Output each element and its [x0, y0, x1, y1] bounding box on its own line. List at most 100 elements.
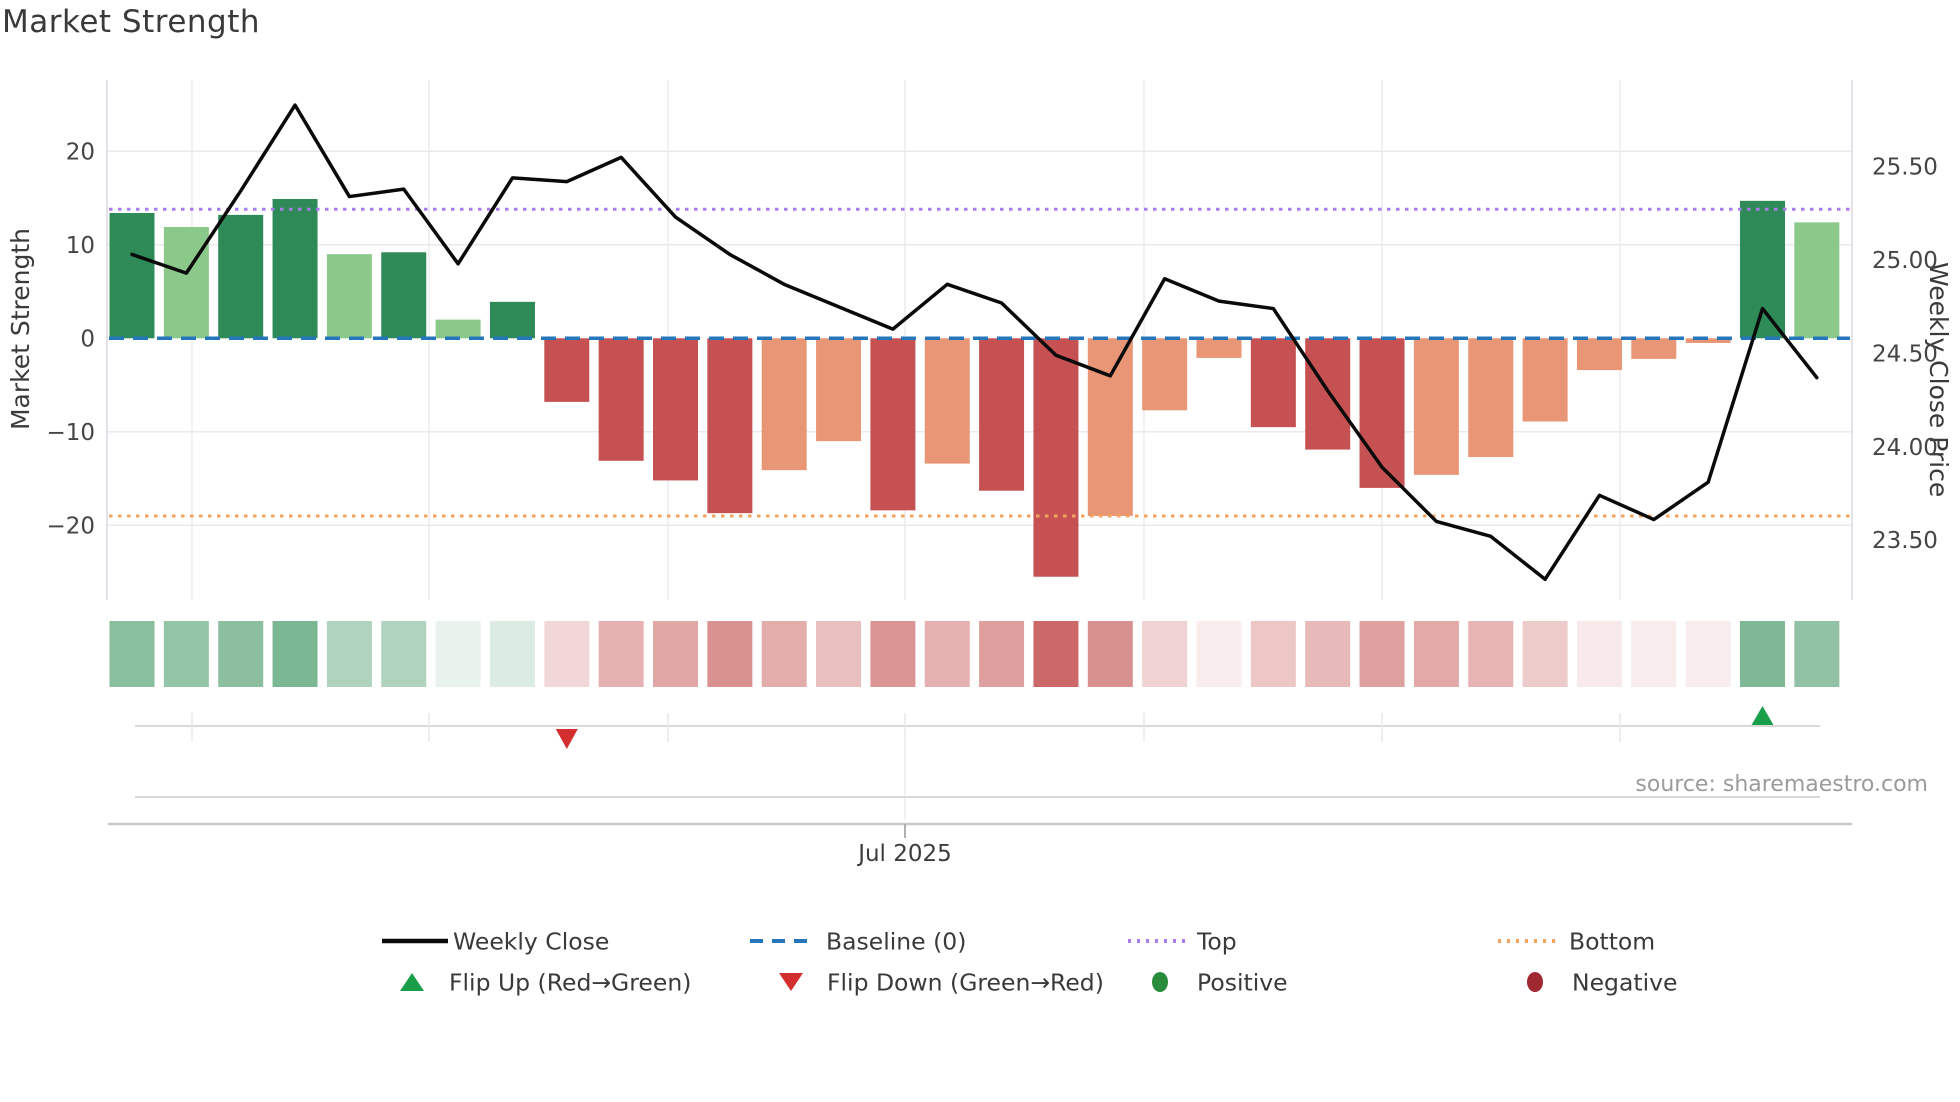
left-tick-label: −10	[46, 420, 95, 446]
heatmap-cell-week-12	[707, 621, 753, 687]
strength-bar-week-22	[1250, 338, 1296, 428]
strength-bar-week-29	[1631, 338, 1677, 359]
legend-item-top[interactable]: Top	[1128, 928, 1237, 956]
heatmap-cell-week-17	[979, 621, 1025, 687]
strength-bar-week-13	[761, 338, 807, 471]
heatmap-cell-week-10	[598, 621, 644, 687]
left-tick-label: 0	[80, 326, 95, 352]
heatmap-cell-week-2	[163, 621, 209, 687]
legend-label: Flip Down (Green→Red)	[827, 969, 1104, 997]
strength-bar-week-4	[272, 198, 318, 339]
heatmap-cell-week-5	[326, 621, 372, 687]
heatmap-cell-week-3	[218, 621, 264, 687]
right-tick-label: 24.50	[1872, 341, 1938, 367]
strength-bar-week-5	[326, 254, 372, 339]
flip-down-marker	[555, 729, 578, 749]
strength-bar-week-23	[1305, 338, 1351, 450]
heatmap-cell-week-18	[1033, 621, 1079, 687]
heatmap-cell-week-24	[1359, 621, 1405, 687]
legend-label: Top	[1196, 928, 1237, 956]
right-tick-label: 24.00	[1872, 435, 1938, 461]
legend-label: Weekly Close	[453, 928, 609, 956]
strength-bar-week-14	[816, 338, 862, 442]
heatmap-cell-week-25	[1413, 621, 1459, 687]
strength-bar-week-17	[979, 338, 1025, 491]
legend-label: Negative	[1572, 969, 1677, 997]
legend-label: Flip Up (Red→Green)	[449, 969, 691, 997]
legend-label: Positive	[1197, 969, 1288, 997]
legend-item-negative[interactable]: Negative	[1527, 969, 1677, 997]
heatmap-cell-week-13	[761, 621, 807, 687]
strength-bar-week-9	[544, 338, 590, 402]
legend-label: Bottom	[1569, 928, 1655, 956]
right-tick-label: 25.00	[1872, 248, 1938, 274]
strength-bar-week-31	[1740, 200, 1785, 339]
legend-item-flip-down[interactable]: Flip Down (Green→Red)	[779, 969, 1104, 997]
right-axis-label: Weekly Close Price	[1924, 262, 1953, 498]
strength-bar-week-15	[870, 338, 916, 511]
legend-label: Baseline (0)	[826, 928, 966, 956]
strength-bar-week-1	[109, 213, 155, 339]
heatmap-cell-week-31	[1740, 621, 1785, 687]
left-tick-label: −20	[46, 513, 95, 539]
strength-bar-week-2	[163, 227, 209, 339]
heatmap-cell-week-22	[1250, 621, 1296, 687]
heatmap-cell-week-19	[1087, 621, 1133, 687]
heatmap-cell-week-21	[1196, 621, 1242, 687]
weekly-close-line	[130, 103, 1819, 582]
strength-bar-week-21	[1196, 338, 1242, 358]
strength-bar-week-12	[707, 338, 753, 514]
left-tick-label: 10	[66, 233, 95, 259]
strength-bar-week-7	[435, 319, 481, 339]
x-tick-label: Jul 2025	[856, 841, 952, 867]
heatmap-cell-week-6	[381, 621, 427, 687]
heatmap-cell-week-9	[544, 621, 590, 687]
heatmap-cell-week-32	[1794, 621, 1840, 687]
strength-bar-week-10	[598, 338, 644, 461]
strength-bar-week-26	[1468, 338, 1514, 458]
negative-dot-icon	[1527, 972, 1543, 992]
heatmap-cell-week-11	[653, 621, 698, 687]
legend-item-flip-up[interactable]: Flip Up (Red→Green)	[400, 969, 691, 997]
strength-bar-week-28	[1576, 338, 1622, 371]
heatmap-cell-week-20	[1142, 621, 1188, 687]
flip-down-icon	[779, 973, 803, 991]
heatmap-cell-week-15	[870, 621, 916, 687]
left-tick-label: 20	[66, 139, 95, 165]
strength-bar-week-16	[924, 338, 970, 464]
heatmap-cell-week-29	[1631, 621, 1677, 687]
strength-bar-week-3	[218, 214, 264, 339]
strength-bar-week-8	[489, 301, 535, 339]
heatmap-cell-week-28	[1576, 621, 1622, 687]
heatmap-cell-week-7	[435, 621, 481, 687]
strength-bar-week-27	[1522, 338, 1568, 422]
strength-bar-week-20	[1142, 338, 1188, 411]
legend-item-positive[interactable]: Positive	[1152, 969, 1288, 997]
heatmap-cell-week-1	[109, 621, 155, 687]
positive-dot-icon	[1152, 972, 1168, 992]
strength-bar-week-25	[1413, 338, 1459, 475]
strength-bar-week-32	[1794, 222, 1840, 339]
strength-bar-week-6	[381, 252, 427, 339]
page-title: Market Strength	[2, 4, 261, 40]
right-tick-label: 25.50	[1872, 155, 1938, 181]
legend-item-bottom[interactable]: Bottom	[1498, 928, 1655, 956]
source-attribution: source: sharemaestro.com	[1635, 772, 1928, 797]
heatmap-cell-week-16	[924, 621, 970, 687]
flip-up-icon	[400, 973, 424, 991]
heatmap-cell-week-26	[1468, 621, 1514, 687]
right-tick-label: 23.50	[1872, 528, 1938, 554]
flip-up-marker	[1751, 706, 1774, 725]
strength-bar-week-30	[1685, 338, 1731, 343]
legend-item-weekly-close[interactable]: Weekly Close	[382, 928, 609, 956]
legend-item-baseline[interactable]: Baseline (0)	[750, 928, 966, 956]
heatmap-cell-week-8	[489, 621, 535, 687]
strength-bar-week-11	[653, 338, 698, 481]
heatmap-cell-week-4	[272, 621, 318, 687]
strength-bar-week-18	[1033, 338, 1079, 577]
heatmap-cell-week-23	[1305, 621, 1351, 687]
strength-bar-week-24	[1359, 338, 1405, 488]
heatmap-cell-week-30	[1685, 621, 1731, 687]
